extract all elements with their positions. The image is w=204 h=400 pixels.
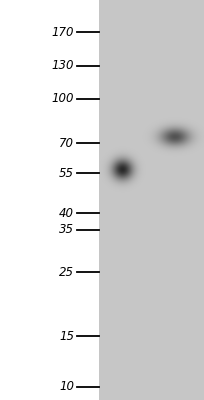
Text: 100: 100: [51, 92, 74, 105]
Text: 15: 15: [59, 330, 74, 342]
Text: 25: 25: [59, 266, 74, 279]
Text: 70: 70: [59, 137, 74, 150]
Text: 130: 130: [51, 59, 74, 72]
Text: 10: 10: [59, 380, 74, 393]
Text: 35: 35: [59, 224, 74, 236]
Text: 170: 170: [51, 26, 74, 39]
Text: 55: 55: [59, 167, 74, 180]
Text: 40: 40: [59, 207, 74, 220]
